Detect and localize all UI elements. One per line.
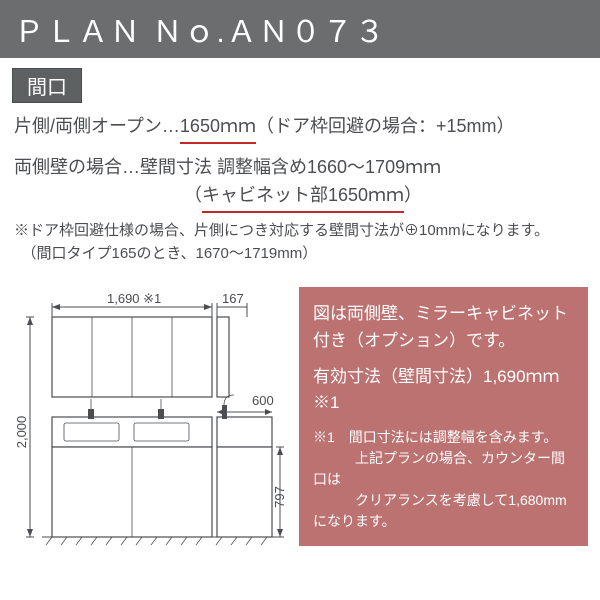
callout-l1: 図は両側壁、ミラーキャビネット (313, 301, 574, 327)
info1-post: （ドア枠回避の場合：+15mm） (256, 116, 515, 136)
callout-l2: 付き（オプション）です。 (313, 328, 574, 354)
callout-box: 図は両側壁、ミラーキャビネット 付き（オプション）です。 有効寸法（壁間寸法）1… (299, 287, 588, 545)
section-label: 間口 (12, 68, 82, 103)
note-1: ※ドア枠回避仕様の場合、片側につき対応する壁間寸法が⊕10mmになります。 (14, 219, 586, 242)
callout-s1: ※1 間口寸法には調整幅を含みます。 (313, 427, 574, 448)
callout-s3: クリアランスを考慮して1,680mmになります。 (313, 490, 574, 532)
info3-pre: （ (184, 185, 202, 205)
dim-top-depth: 167 (222, 291, 244, 306)
dim-797: 797 (272, 486, 287, 508)
lower-row: 2,000 1,690 ※1 167 (0, 271, 600, 552)
info1-pre: 片側/両側オープン… (14, 116, 180, 136)
callout-l3: 有効寸法（壁間寸法）1,690ｍｍ※1 (313, 364, 574, 417)
info-line-1: 片側/両側オープン…1650ｍｍ（ドア枠回避の場合：+15mm） (14, 113, 586, 144)
dim-height-total: 2,000 (14, 416, 29, 449)
dim-top-width: 1,690 ※1 (107, 291, 161, 306)
info-line-2: 両側壁の場合…壁間寸法 調整幅含め1660～1709ｍｍ (14, 154, 586, 182)
dim-600: 600 (252, 393, 274, 408)
info3-underlined: キャビネット部1650ｍｍ (202, 182, 404, 213)
callout-s2: 上記プランの場合、カウンター間口は (313, 448, 574, 490)
diagram-area: 2,000 1,690 ※1 167 (12, 277, 287, 552)
cabinet-diagram: 2,000 1,690 ※1 167 (12, 277, 287, 552)
info3-post: ） (404, 185, 422, 205)
info1-underlined: 1650ｍｍ (180, 113, 256, 144)
info-line-3: （キャビネット部1650ｍｍ） (14, 182, 586, 213)
note-2: （間口タイプ165のとき、1670～1719mm） (14, 242, 586, 265)
info-block: 片側/両側オープン…1650ｍｍ（ドア枠回避の場合：+15mm） 両側壁の場合…… (0, 103, 600, 219)
plan-title: ＰＬＡＮ Ｎｏ.ＡＮ０７３ (14, 7, 387, 51)
header-band: ＰＬＡＮ Ｎｏ.ＡＮ０７３ (0, 0, 600, 58)
section-label-wrap: 間口 (0, 58, 600, 103)
callout-small: ※1 間口寸法には調整幅を含みます。 上記プランの場合、カウンター間口は クリア… (313, 427, 574, 532)
note-block: ※ドア枠回避仕様の場合、片側につき対応する壁間寸法が⊕10mmになります。 （間… (0, 219, 600, 272)
